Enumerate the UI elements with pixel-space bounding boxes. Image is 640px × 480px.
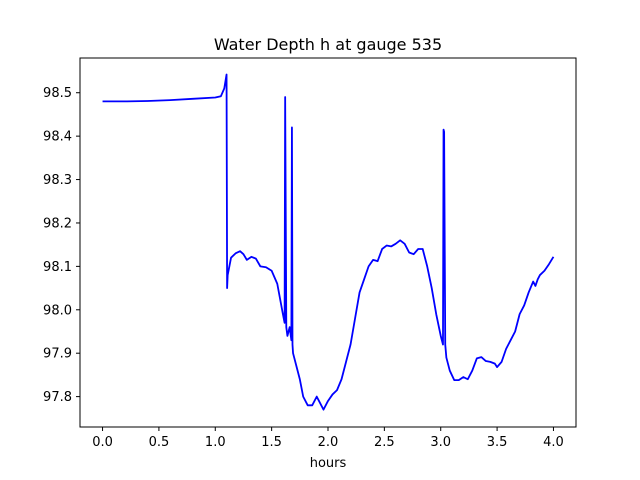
x-axis-label: hours — [310, 456, 347, 471]
y-tick-label: 97.8 — [43, 390, 72, 405]
x-tick-label: 3.5 — [487, 435, 508, 450]
y-tick-label: 98.4 — [43, 130, 72, 145]
x-tick-label: 0.5 — [149, 435, 170, 450]
x-tick-label: 2.0 — [318, 435, 339, 450]
chart-title: Water Depth h at gauge 535 — [214, 35, 442, 54]
water-depth-series-line — [102, 73, 555, 411]
y-tick-label: 98.5 — [43, 86, 72, 101]
y-tick-label: 98.0 — [43, 303, 72, 318]
x-tick-label: 1.5 — [261, 435, 282, 450]
x-tick-label: 3.0 — [430, 435, 451, 450]
series-layer — [102, 73, 555, 411]
plot-area-frame — [79, 57, 577, 428]
x-tick-label: 2.5 — [374, 435, 395, 450]
x-tick-label: 1.0 — [205, 435, 226, 450]
y-tick-label: 98.3 — [43, 173, 72, 188]
y-tick-label: 98.1 — [43, 260, 72, 275]
y-tick-label: 98.2 — [43, 216, 72, 231]
x-tick-label: 4.0 — [543, 435, 564, 450]
x-tick-label: 0.0 — [92, 435, 113, 450]
y-axis-ticks: 97.8 97.9 98.0 98.1 98.2 98.3 98.4 98.5 — [43, 86, 80, 405]
y-tick-label: 97.9 — [43, 347, 72, 362]
x-axis-ticks: 0.0 0.5 1.0 1.5 2.0 2.5 3.0 3.5 4.0 — [92, 427, 564, 450]
